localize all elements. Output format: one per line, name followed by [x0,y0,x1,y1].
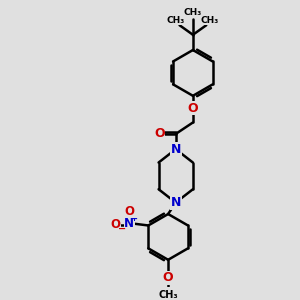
Text: N: N [171,196,181,209]
Text: CH₃: CH₃ [167,16,185,25]
Text: CH₃: CH₃ [158,290,178,300]
Text: O: O [154,128,165,140]
Text: O: O [124,205,134,218]
Text: O: O [188,102,198,115]
Text: N: N [171,143,181,156]
Text: −: − [118,224,126,234]
Text: N: N [124,217,134,230]
Text: CH₃: CH₃ [184,8,202,17]
Text: +: + [130,214,137,223]
Text: O: O [110,218,120,231]
Text: O: O [163,272,173,284]
Text: CH₃: CH₃ [201,16,219,25]
